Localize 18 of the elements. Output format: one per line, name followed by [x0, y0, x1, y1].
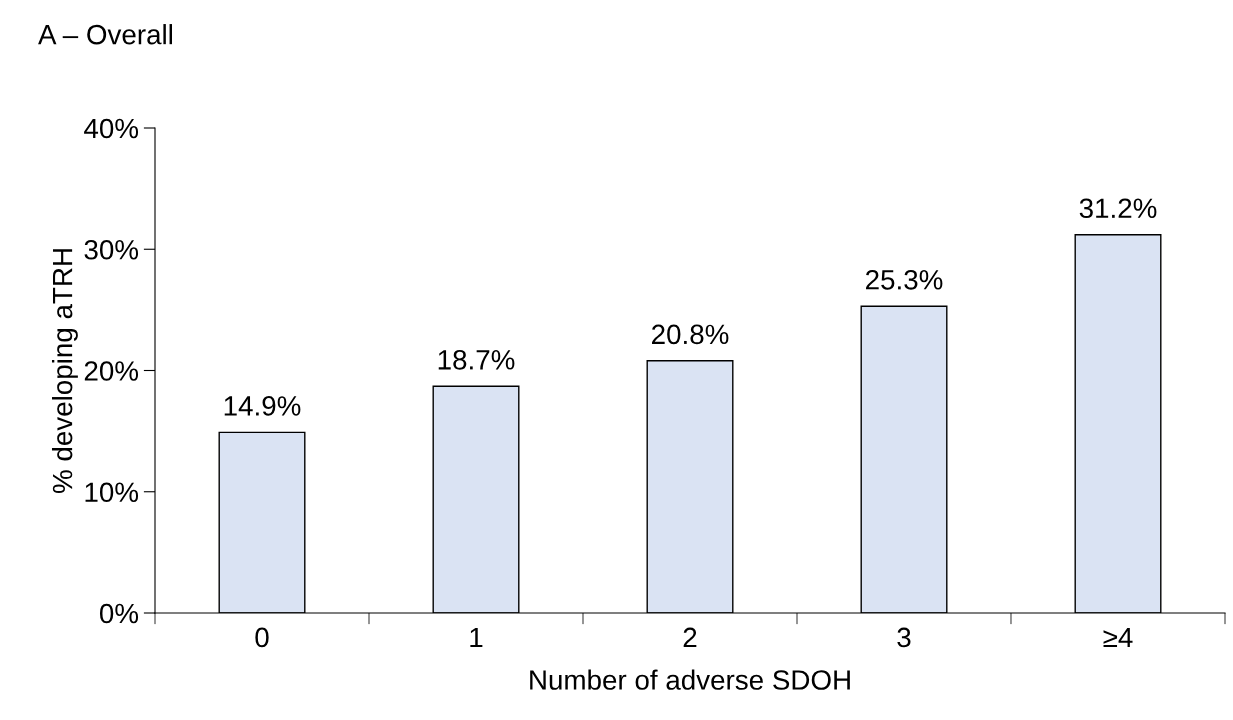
- y-tick-label: 10%: [85, 482, 139, 503]
- x-tick-label: ≥4: [1103, 627, 1133, 648]
- x-tick-label: 0: [255, 627, 269, 648]
- data-label: 14.9%: [224, 396, 301, 416]
- y-tick-label: 20%: [84, 361, 139, 381]
- data-label: 25.3%: [866, 269, 943, 290]
- x-tick-label: 2: [683, 627, 697, 648]
- y-axis-title: % developing aTRH: [51, 249, 78, 494]
- chart-title: A – Overall: [38, 24, 173, 45]
- data-label: 18.7%: [438, 349, 515, 370]
- x-axis-title: Number of adverse SDOH: [530, 669, 850, 690]
- y-tick-label: 40%: [84, 118, 139, 139]
- x-tick-label: 1: [470, 627, 483, 648]
- data-label: 31.2%: [1079, 198, 1157, 219]
- data-label: 20.8%: [652, 324, 729, 345]
- y-tick-label: 30%: [84, 239, 139, 260]
- y-tick-label: 0%: [99, 603, 139, 624]
- x-tick-label: 3: [897, 627, 911, 648]
